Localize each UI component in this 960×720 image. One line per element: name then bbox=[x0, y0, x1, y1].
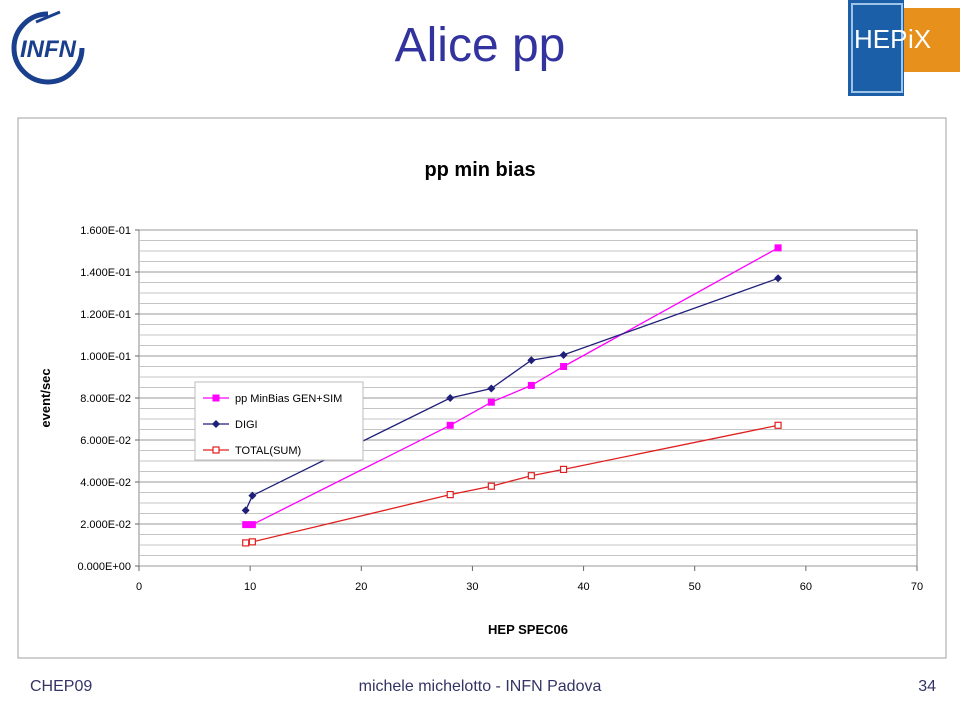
data-point-marker bbox=[560, 363, 568, 370]
data-point-marker bbox=[774, 274, 783, 283]
x-tick-label: 60 bbox=[800, 581, 812, 593]
y-tick-label: 2.000E-02 bbox=[80, 519, 131, 531]
axis-layer: 0.000E+00 2.000E-02 4.000E-02 6.000E-02 8.00… bbox=[77, 225, 923, 593]
x-tick-label: 30 bbox=[466, 581, 478, 593]
data-point-marker bbox=[774, 421, 782, 429]
infn-logo-text: INFN bbox=[20, 36, 77, 63]
data-point-marker bbox=[527, 381, 535, 389]
x-tick-label: 20 bbox=[355, 581, 367, 593]
data-point-marker bbox=[248, 521, 256, 529]
data-point-marker bbox=[487, 398, 495, 406]
y-tick-label: 1.600E-01 bbox=[80, 225, 131, 237]
hepix-text-ix: iX bbox=[908, 24, 931, 54]
x-tick-label: 70 bbox=[911, 581, 923, 593]
y-axis-label: event/sec bbox=[38, 368, 53, 427]
data-point-marker bbox=[212, 420, 220, 428]
data-point-marker bbox=[774, 244, 782, 252]
chart-title: pp min bias bbox=[424, 159, 535, 181]
data-point-marker bbox=[559, 465, 568, 473]
data-point-marker bbox=[446, 394, 455, 402]
x-tick-label: 10 bbox=[244, 581, 256, 593]
y-tick-label: 1.200E-01 bbox=[80, 309, 131, 321]
x-axis-label: HEP SPEC06 bbox=[488, 622, 568, 637]
data-point-marker bbox=[212, 446, 220, 454]
data-point-marker bbox=[487, 482, 495, 490]
data-point-marker bbox=[559, 350, 568, 359]
series-2 bbox=[241, 274, 783, 515]
data-point-marker bbox=[248, 538, 256, 546]
chart: pp min bias 0.000E+00 2.000E-02 4.000E-02 6… bbox=[17, 117, 947, 659]
data-point-marker bbox=[242, 539, 250, 547]
legend-label: TOTAL(SUM) bbox=[235, 445, 301, 457]
data-point-marker bbox=[242, 521, 250, 529]
slide-title: Alice pp bbox=[394, 19, 566, 72]
y-tick-label: 0.000E+00 bbox=[77, 561, 131, 573]
hepix-logo: HEP iX bbox=[848, 0, 960, 96]
legend: pp MinBias GEN+SIM DIGI TOTAL(SUM) bbox=[194, 381, 364, 461]
hepix-text-hep: HEP bbox=[854, 24, 907, 54]
data-point-marker bbox=[527, 472, 535, 480]
hepix-blue-block bbox=[848, 0, 904, 96]
y-tick-label: 8.000E-02 bbox=[80, 393, 131, 405]
y-tick-label: 1.400E-01 bbox=[80, 267, 131, 279]
data-point-marker bbox=[446, 491, 454, 499]
y-tick-label: 6.000E-02 bbox=[80, 435, 131, 447]
page-number: 34 bbox=[918, 678, 936, 695]
chart-frame: pp min bias 0.000E+00 2.000E-02 4.000E-02 6… bbox=[0, 108, 960, 660]
data-point-marker bbox=[248, 491, 257, 500]
data-point-marker bbox=[446, 421, 454, 429]
legend-label: DIGI bbox=[235, 419, 258, 431]
footer-author: michele michelotto - INFN Padova bbox=[358, 678, 602, 695]
legend-box bbox=[194, 381, 364, 461]
series-3 bbox=[242, 421, 782, 547]
x-tick-label: 40 bbox=[577, 581, 589, 593]
data-point-marker bbox=[241, 506, 250, 515]
data-point-marker bbox=[487, 384, 496, 393]
x-tick-label: 50 bbox=[689, 581, 701, 593]
footer-event: CHEP09 bbox=[30, 678, 93, 695]
y-tick-label: 4.000E-02 bbox=[80, 477, 131, 489]
series-layer bbox=[241, 244, 783, 547]
data-point-marker bbox=[212, 394, 220, 402]
data-point-marker bbox=[527, 356, 536, 365]
hepix-orange-block bbox=[904, 8, 960, 72]
infn-logo: INFN bbox=[11, 10, 85, 85]
y-tick-label: 1.000E-01 bbox=[80, 351, 131, 363]
x-tick-label: 0 bbox=[136, 581, 142, 593]
series-1 bbox=[242, 244, 782, 529]
legend-label: pp MinBias GEN+SIM bbox=[235, 393, 342, 405]
